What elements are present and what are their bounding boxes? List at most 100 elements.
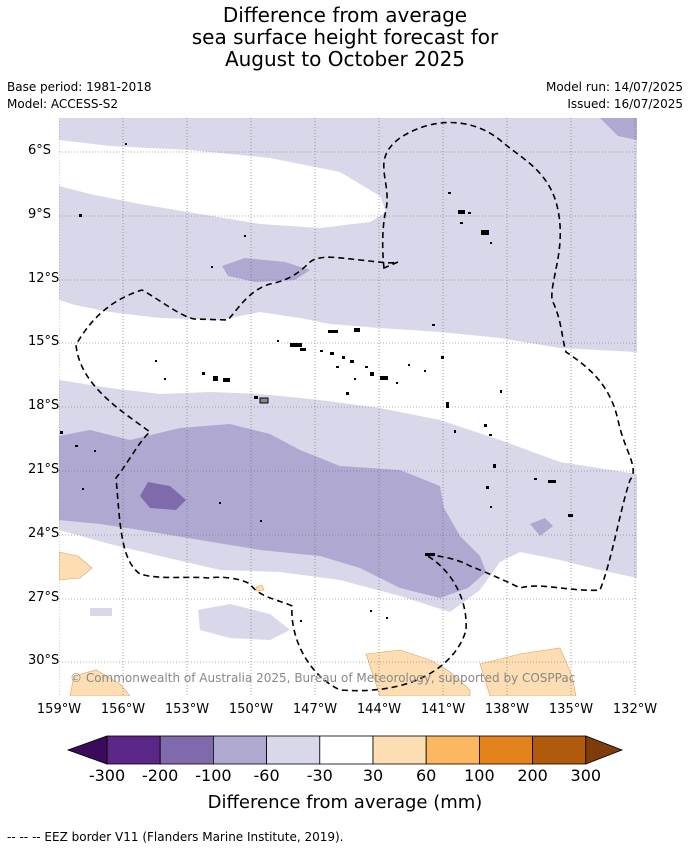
island	[441, 356, 444, 359]
south-anomaly-mid-band	[59, 424, 486, 598]
island	[350, 360, 354, 363]
footer-note: -- -- -- EEZ border V11 (Flanders Marine…	[7, 830, 344, 844]
longitude-label: 156°W	[100, 702, 146, 717]
issued-date: Issued: 16/07/2025	[567, 97, 683, 111]
islands	[60, 143, 573, 622]
longitude-label: 153°W	[164, 702, 210, 717]
island	[223, 378, 230, 382]
island	[75, 445, 78, 447]
island	[490, 242, 492, 244]
island	[300, 620, 302, 622]
positive-patch-south-3	[69, 669, 131, 696]
model-name: Model: ACCESS-S2	[7, 97, 119, 111]
island	[164, 378, 166, 380]
colorbar-tick-label: -30	[306, 766, 333, 785]
longitude-label: 159°W	[36, 702, 82, 717]
island	[290, 343, 302, 347]
island	[490, 506, 492, 508]
island	[330, 352, 334, 355]
island	[370, 610, 372, 612]
island	[277, 340, 279, 342]
north-white-tongue	[59, 140, 386, 228]
colorbar	[66, 735, 624, 765]
colorbar-segment	[319, 735, 374, 765]
colorbar-segment	[106, 735, 161, 765]
latitude-label: 27°S	[28, 590, 60, 605]
east-patch	[530, 518, 553, 536]
longitude-label: 144°W	[356, 702, 402, 717]
colorbar-segment	[372, 735, 427, 765]
north-patch-2	[600, 118, 637, 140]
colorbar-segment	[478, 735, 533, 765]
island	[202, 372, 205, 375]
southwest-patch-2	[90, 608, 112, 616]
colorbar-tick-label: 60	[416, 766, 437, 785]
island	[432, 324, 435, 326]
island	[60, 431, 63, 434]
colorbar-tick-label: -100	[195, 766, 232, 785]
meta-right: Model run: 14/07/2025 Issued: 16/07/2025	[546, 79, 683, 113]
positive-patch-south-2	[479, 647, 577, 696]
colorbar-tick-label: 30	[362, 766, 384, 785]
colorbar-tick-label: 300	[570, 766, 602, 785]
southwest-patch-1	[198, 604, 290, 640]
latitude-label: 9°S	[28, 207, 52, 222]
model-run: Model run: 14/07/2025	[545, 80, 683, 94]
positive-patch-west	[59, 551, 93, 581]
island	[79, 214, 82, 217]
meta-left: Base period: 1981-2018 Model: ACCESS-S2	[7, 79, 152, 113]
title-line-3: August to October 2025	[224, 47, 466, 71]
latitude-label: 6°S	[28, 143, 52, 158]
longitude-label: 150°W	[228, 702, 274, 717]
island	[320, 350, 323, 352]
base-period: Base period: 1981-2018	[7, 80, 152, 94]
island	[446, 402, 449, 408]
island	[424, 370, 426, 372]
colorbar-label: Difference from average (mm)	[207, 792, 483, 813]
island	[259, 397, 269, 404]
island	[386, 617, 388, 619]
island	[365, 366, 368, 368]
south-dark-patch	[140, 482, 186, 510]
island	[493, 464, 496, 468]
latitude-label: 21°S	[28, 462, 60, 477]
title-line-1: Difference from average	[222, 3, 468, 27]
island	[211, 266, 213, 268]
island	[486, 486, 489, 489]
island	[568, 514, 573, 517]
longitude-label: 138°W	[484, 702, 530, 717]
latitude-label: 12°S	[28, 271, 60, 286]
colorbar-over-arrow	[585, 735, 624, 765]
colorbar-tick-label: -60	[253, 766, 280, 785]
island	[155, 360, 157, 362]
eez-border	[75, 121, 635, 692]
island	[548, 480, 556, 483]
island	[354, 378, 356, 380]
copyright-text: © Commonwealth of Australia 2025, Bureau…	[70, 671, 575, 685]
island	[254, 396, 258, 399]
island	[244, 235, 246, 237]
island	[500, 390, 502, 393]
colorbar-under-arrow	[66, 735, 108, 765]
positive-patch-small	[255, 584, 265, 592]
island	[468, 212, 471, 214]
colorbar-segment	[212, 735, 267, 765]
colorbar-tick-label: 100	[464, 766, 495, 785]
colorbar-segment	[159, 735, 214, 765]
longitude-label: 132°W	[612, 702, 658, 717]
island	[213, 376, 218, 381]
latitude-label: 30°S	[28, 653, 60, 668]
positive-patch-south-1	[365, 649, 471, 696]
north-patch-1	[222, 258, 310, 282]
island	[328, 330, 338, 333]
island	[408, 364, 410, 366]
island	[489, 434, 492, 436]
colorbar-tick-label: 200	[517, 766, 548, 785]
colorbar-tick-label: -200	[142, 766, 179, 785]
island	[94, 450, 96, 452]
island	[354, 328, 360, 332]
chart-title: Difference from average sea surface heig…	[0, 4, 690, 70]
longitude-label: 147°W	[292, 702, 338, 717]
island	[448, 192, 451, 194]
